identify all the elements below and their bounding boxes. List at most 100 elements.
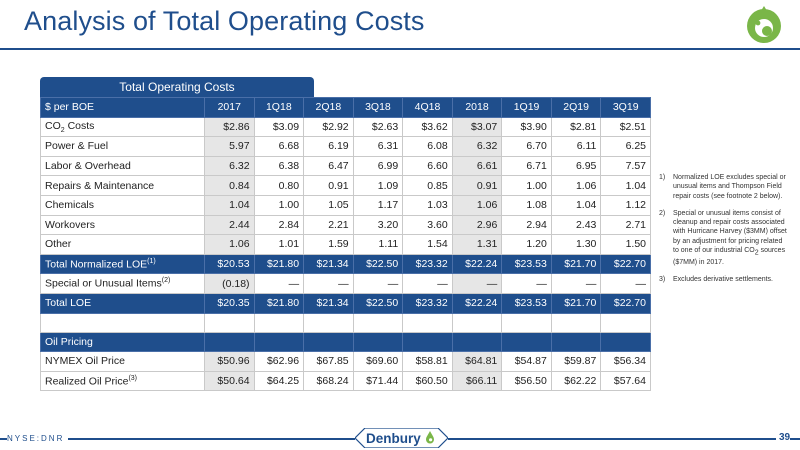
table-cell: 1.04 [550,194,602,216]
footnotes: 1) Normalized LOE excludes special or un… [659,173,789,292]
table-cell: 1.20 [501,234,552,255]
table-row: Repairs & Maintenance 0.84 0.80 0.91 1.09 0.8… [40,175,651,196]
title-divider [0,48,800,50]
row-label: Total Normalized LOE(1) [40,253,205,275]
table-cell: 1.17 [352,194,404,216]
table-cell: 7.57 [600,155,651,177]
empty-cell [253,312,305,333]
column-header: 2018 [451,97,503,118]
table-cell: 1.12 [600,194,651,216]
footer-brand-tab [355,428,448,448]
table-cell: 6.61 [451,155,503,177]
row-label: CO2 Costs [40,116,205,138]
empty-cell [402,331,453,353]
table-cell: $23.53 [501,253,552,275]
table-cell: 1.06 [204,234,255,255]
table-cell: 6.32 [204,155,255,177]
table-cell: — [550,273,602,294]
footnote-2: 2) Special or unusual items consist of c… [659,209,789,267]
footnote-1: 1) Normalized LOE excludes special or un… [659,173,789,201]
row-label: Realized Oil Price(3) [40,370,205,392]
empty-cell [600,312,651,333]
table-cell: 1.09 [352,175,404,196]
empty-cell [501,312,552,333]
row-label: Special or Unusual Items(2) [40,273,205,294]
table-cell: 2.96 [451,214,503,236]
table-row: Power & Fuel 5.97 6.68 6.19 6.31 6.08 6.32 6.70… [40,136,651,157]
empty-cell [550,312,602,333]
table-cell: $22.70 [600,292,651,314]
table-cell: 1.03 [402,194,453,216]
table-row: Other 1.06 1.01 1.59 1.11 1.54 1.31 1.20 1.30 1.5… [40,234,651,255]
row-label: Chemicals [40,194,205,216]
table-cell: $62.22 [550,370,602,392]
table-cell: $69.60 [352,351,404,372]
realized-oil-price-row: Realized Oil Price(3) $50.64 $64.25 $68.24 $… [40,370,651,392]
table-cell: 6.71 [501,155,552,177]
footnote-number: 2) [659,209,666,217]
special-items-row: Special or Unusual Items(2) (0.18) — — — — — — —… [40,273,651,294]
table-cell: — [352,273,404,294]
table-cell: $21.80 [253,253,305,275]
column-header: 2017 [204,97,255,118]
column-header: 1Q18 [253,97,305,118]
table-cell: $2.81 [550,116,602,138]
table-cell: $23.32 [402,253,453,275]
table-cell: — [402,273,453,294]
column-header: 1Q19 [501,97,552,118]
table-cell: $56.34 [600,351,651,372]
table-cell: — [501,273,552,294]
table-cell: $58.81 [402,351,453,372]
table-cell: — [600,273,651,294]
table-cell: $56.50 [501,370,552,392]
table-cell: 1.30 [550,234,602,255]
table-cell: 6.95 [550,155,602,177]
empty-cell [501,331,552,353]
table-cell: 1.31 [451,234,503,255]
spacer-row [40,312,651,333]
table-cell: 1.59 [303,234,354,255]
table-cell: 6.19 [303,136,354,157]
table-cell: 1.00 [501,175,552,196]
table-cell: 6.99 [352,155,404,177]
operating-costs-table: $ per BOE 2017 1Q18 2Q18 3Q18 4Q18 2018 1Q19 2Q1… [40,97,651,392]
table-cell: 6.38 [253,155,305,177]
table-cell: 2.94 [501,214,552,236]
table-cell: $67.85 [303,351,354,372]
empty-cell [204,312,255,333]
table-cell: 3.60 [402,214,453,236]
table-cell: $2.86 [204,116,255,138]
column-header: 2Q19 [550,97,602,118]
ticker-symbol: NYSE:DNR [7,434,69,443]
table-cell: 1.11 [352,234,404,255]
table-row: Workovers 2.44 2.84 2.21 3.20 3.60 2.96 2.94 2.4… [40,214,651,236]
table-cell: 1.06 [550,175,602,196]
table-cell: $3.90 [501,116,552,138]
table-cell: 1.00 [253,194,305,216]
empty-cell [600,331,651,353]
table-cell: $22.50 [352,253,404,275]
total-normalized-loe-row: Total Normalized LOE(1) $20.53 $21.80 $21.3… [40,253,651,275]
table-cell: 6.68 [253,136,305,157]
row-label: Total LOE [40,292,205,314]
column-header: 3Q18 [352,97,404,118]
table-cell: $54.87 [501,351,552,372]
footer-divider-left [0,438,355,440]
table-header-row: $ per BOE 2017 1Q18 2Q18 3Q18 4Q18 2018 1Q19 2Q1… [40,97,651,118]
empty-cell [550,331,602,353]
table-cell: 1.04 [204,194,255,216]
table-cell: $22.24 [451,253,503,275]
table-cell: 2.84 [253,214,305,236]
table-cell: $21.80 [253,292,305,314]
table-cell: $21.34 [303,292,354,314]
table-cell: $2.51 [600,116,651,138]
footnote-number: 3) [659,276,666,284]
brand-wordmark: Denbury [366,431,421,446]
table-tab-label: Total Operating Costs [40,77,314,97]
table-cell: 6.08 [402,136,453,157]
table-cell: — [253,273,305,294]
table-cell: $21.70 [550,292,602,314]
footnote-text: Special or unusual items consist of clea… [673,209,787,266]
table-cell: — [451,273,503,294]
empty-cell [352,312,404,333]
